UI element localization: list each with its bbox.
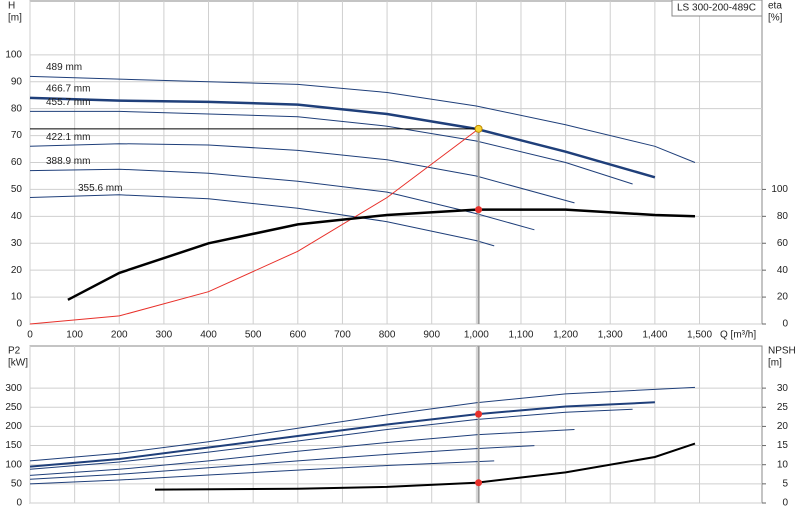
curve-label: 355.6 mm bbox=[78, 183, 122, 194]
x-tick-label: 500 bbox=[245, 330, 262, 341]
y2-axis-label: eta bbox=[768, 1, 782, 12]
x-tick-label: 700 bbox=[334, 330, 351, 341]
x-tick-label: 1,000 bbox=[464, 330, 489, 341]
y2-axis-label: [%] bbox=[768, 13, 783, 24]
y-axis-label: H bbox=[8, 1, 15, 12]
curve bbox=[29, 194, 495, 247]
y2-tick-label: 25 bbox=[777, 402, 789, 413]
y-tick-label: 300 bbox=[5, 383, 22, 394]
x-tick-label: 600 bbox=[289, 330, 306, 341]
y2-tick-label: 40 bbox=[777, 265, 789, 276]
y-tick-label: 200 bbox=[5, 421, 22, 432]
curve-label: 466.7 mm bbox=[46, 84, 90, 95]
x-tick-label: 100 bbox=[66, 330, 83, 341]
y-axis-label: [kW] bbox=[8, 358, 28, 369]
x-tick-label: 900 bbox=[423, 330, 440, 341]
y2-tick-label: 15 bbox=[777, 440, 789, 451]
chart-title: LS 300-200-489C bbox=[677, 3, 756, 14]
y-tick-label: 150 bbox=[5, 440, 22, 451]
y2-tick-label: 60 bbox=[777, 238, 789, 249]
curve bbox=[29, 128, 479, 325]
y2-tick-label: 20 bbox=[777, 292, 789, 303]
curve bbox=[29, 96, 656, 179]
y-tick-label: 250 bbox=[5, 402, 22, 413]
x-tick-label: 200 bbox=[111, 330, 128, 341]
operating-point bbox=[474, 124, 483, 133]
operating-point bbox=[475, 206, 483, 214]
y2-tick-label: 80 bbox=[777, 211, 789, 222]
curve bbox=[67, 208, 696, 301]
curve bbox=[29, 386, 696, 462]
y-tick-label: 100 bbox=[5, 49, 22, 60]
y2-tick-label: 10 bbox=[777, 459, 789, 470]
y-tick-label: 30 bbox=[11, 238, 23, 249]
y2-tick-label: 20 bbox=[777, 421, 789, 432]
y2-tick-label: 30 bbox=[777, 383, 789, 394]
curve-label: 455.7 mm bbox=[46, 97, 90, 108]
curve-label: 388.9 mm bbox=[46, 156, 90, 167]
y2-axis-label: [m] bbox=[768, 358, 782, 369]
y-tick-label: 0 bbox=[16, 319, 22, 330]
y-tick-label: 80 bbox=[11, 103, 23, 114]
curve bbox=[29, 168, 535, 231]
curve bbox=[29, 401, 655, 468]
curve bbox=[29, 445, 535, 480]
x-axis-label: Q [m³/h] bbox=[720, 330, 756, 341]
curve bbox=[29, 75, 696, 163]
x-tick-label: 400 bbox=[200, 330, 217, 341]
y-tick-label: 70 bbox=[11, 130, 23, 141]
y2-tick-label: 100 bbox=[771, 184, 788, 195]
curve bbox=[30, 110, 633, 185]
y-tick-label: 10 bbox=[11, 292, 23, 303]
curve-label: 489 mm bbox=[46, 62, 82, 73]
y-tick-label: 0 bbox=[16, 498, 22, 509]
y-tick-label: 20 bbox=[11, 265, 23, 276]
x-tick-label: 1,300 bbox=[598, 330, 623, 341]
y-axis-label: [m] bbox=[8, 13, 22, 24]
y-tick-label: 40 bbox=[11, 211, 23, 222]
operating-point bbox=[475, 479, 483, 487]
x-tick-label: 1,200 bbox=[553, 330, 578, 341]
y2-tick-label: 0 bbox=[782, 498, 788, 509]
y-axis-label: P2 bbox=[8, 346, 21, 357]
curve bbox=[29, 429, 575, 476]
x-tick-label: 1,500 bbox=[687, 330, 712, 341]
y2-axis-label: NPSH bbox=[768, 346, 796, 357]
curve bbox=[29, 408, 633, 470]
y-tick-label: 100 bbox=[5, 459, 22, 470]
plot-area bbox=[29, 345, 763, 504]
title-box bbox=[671, 0, 763, 17]
y2-tick-label: 0 bbox=[782, 319, 788, 330]
y-tick-label: 60 bbox=[11, 157, 23, 168]
y2-tick-label: 5 bbox=[782, 478, 788, 489]
x-tick-label: 0 bbox=[27, 330, 33, 341]
operating-point bbox=[475, 410, 483, 418]
x-tick-label: 800 bbox=[379, 330, 396, 341]
x-tick-label: 300 bbox=[156, 330, 173, 341]
y-tick-label: 50 bbox=[11, 184, 23, 195]
y-tick-label: 50 bbox=[11, 478, 23, 489]
curve bbox=[29, 143, 575, 204]
curve-label: 422.1 mm bbox=[46, 132, 90, 143]
y-tick-label: 90 bbox=[11, 76, 23, 87]
curve bbox=[29, 460, 495, 485]
x-tick-label: 1,100 bbox=[508, 330, 533, 341]
x-tick-label: 1,400 bbox=[642, 330, 667, 341]
